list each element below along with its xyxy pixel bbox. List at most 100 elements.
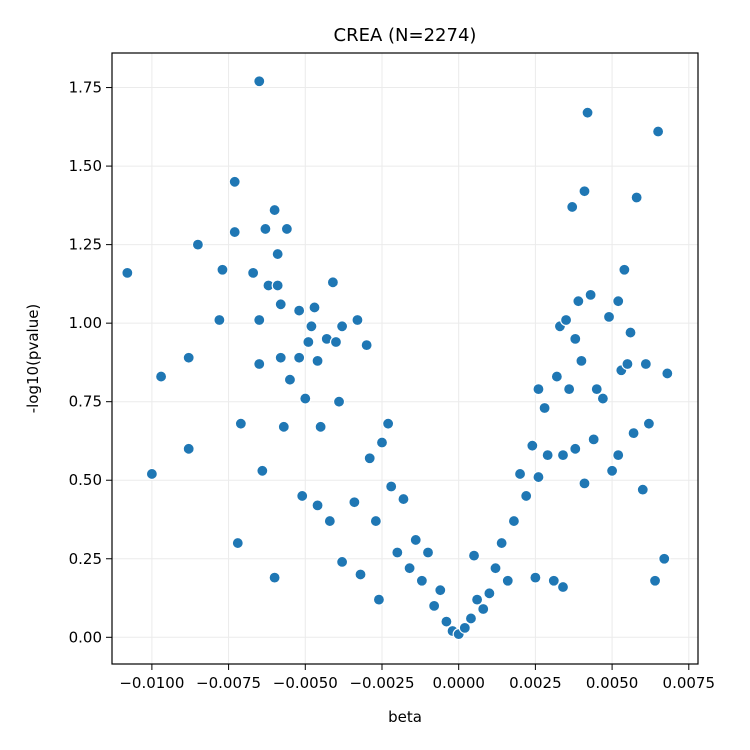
data-point: [639, 357, 652, 371]
data-point: [605, 464, 619, 477]
data-point: [305, 320, 318, 333]
data-point: [311, 499, 324, 512]
data-point: [280, 222, 293, 236]
data-point: [590, 383, 603, 396]
y-tick-label: 1.75: [69, 79, 102, 97]
chart-title: CREA (N=2274): [334, 25, 477, 46]
data-point: [578, 477, 591, 490]
data-point: [332, 395, 346, 408]
data-point: [369, 514, 382, 528]
data-point: [624, 326, 637, 339]
data-point: [326, 276, 340, 289]
data-point: [277, 420, 290, 433]
data-point: [526, 439, 539, 452]
data-point: [360, 339, 373, 352]
data-point: [618, 263, 631, 276]
data-point: [612, 295, 625, 308]
data-point: [216, 263, 229, 276]
y-tick-label: 1.25: [69, 236, 102, 254]
data-point: [372, 593, 386, 606]
data-point: [296, 489, 309, 503]
data-point: [336, 320, 349, 333]
plot-frame: [111, 52, 699, 665]
x-axis-ticks: −0.0100 −0.0075 −0.0050 −0.0025 0.0000 0.0025…: [119, 664, 715, 692]
data-point: [314, 420, 327, 433]
data-point: [397, 492, 410, 506]
data-point: [191, 238, 205, 251]
data-point: [375, 436, 389, 449]
data-point: [247, 266, 260, 279]
data-point: [642, 417, 656, 430]
x-tick-label: −0.0025: [349, 674, 414, 692]
data-point: [547, 574, 560, 587]
data-point: [440, 615, 453, 628]
x-tick-label: −0.0100: [119, 674, 184, 692]
data-point: [299, 392, 312, 405]
y-tick-label: 1.50: [69, 157, 102, 175]
data-point: [283, 373, 297, 386]
data-point: [648, 574, 662, 587]
data-point: [507, 514, 521, 528]
data-point: [182, 442, 195, 455]
data-point: [259, 222, 272, 236]
data-point: [532, 470, 545, 484]
data-point: [213, 313, 226, 327]
data-point: [145, 467, 158, 481]
data-point: [627, 427, 640, 440]
data-point: [403, 562, 416, 575]
data-point: [520, 489, 533, 503]
data-point: [271, 279, 284, 292]
data-point: [302, 335, 315, 349]
data-point: [253, 313, 266, 327]
data-point: [351, 313, 364, 327]
x-axis-label: beta: [388, 708, 422, 726]
data-point: [363, 452, 376, 465]
data-point: [329, 335, 343, 349]
data-point: [572, 295, 585, 308]
data-point: [409, 533, 422, 547]
data-point: [550, 370, 563, 383]
y-axis-ticks: 0.00 0.25 0.50 0.75 1.00 1.25 1.50 1.75: [69, 79, 112, 646]
data-point: [256, 464, 269, 477]
x-tick-label: −0.0050: [273, 674, 338, 692]
data-point: [501, 574, 514, 587]
x-tick-label: 0.0075: [663, 674, 716, 692]
data-point: [563, 383, 576, 396]
data-point: [529, 571, 542, 584]
data-point: [584, 288, 597, 301]
x-tick-label: 0.0025: [509, 674, 562, 692]
data-point: [308, 301, 321, 314]
data-point: [293, 351, 306, 364]
data-point: [253, 357, 266, 371]
y-tick-label: 0.75: [69, 393, 102, 411]
data-point: [661, 367, 674, 380]
data-point: [556, 448, 570, 462]
data-point: [382, 417, 395, 430]
data-point: [532, 383, 545, 396]
data-point: [336, 555, 349, 569]
data-point: [541, 448, 554, 462]
data-point: [483, 587, 496, 600]
data-point: [602, 310, 616, 323]
data-point: [234, 417, 247, 430]
data-point: [268, 203, 281, 217]
data-point: [271, 247, 284, 261]
data-point: [477, 602, 490, 616]
data-point: [467, 549, 481, 562]
data-point: [464, 612, 478, 625]
data-point: [569, 332, 582, 345]
data-point: [421, 546, 435, 559]
data-point: [587, 433, 600, 446]
data-point: [121, 266, 134, 279]
data-point: [559, 313, 573, 327]
grid-lines: [112, 53, 698, 664]
x-tick-label: −0.0075: [196, 674, 261, 692]
data-point: [228, 225, 241, 239]
y-tick-label: 0.50: [69, 471, 102, 489]
data-point: [434, 584, 447, 597]
data-point: [578, 185, 591, 198]
data-point: [658, 552, 671, 565]
data-point: [354, 568, 367, 581]
data-point: [311, 354, 324, 367]
data-point: [513, 467, 527, 481]
